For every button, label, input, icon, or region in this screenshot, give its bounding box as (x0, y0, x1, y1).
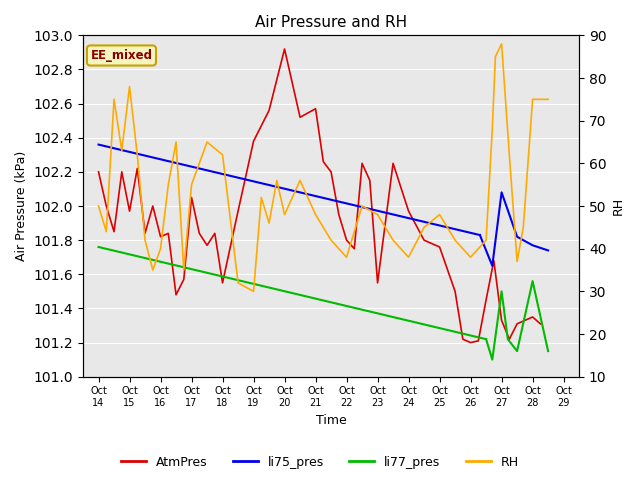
Text: EE_mixed: EE_mixed (90, 49, 152, 62)
Y-axis label: Air Pressure (kPa): Air Pressure (kPa) (15, 151, 28, 261)
Title: Air Pressure and RH: Air Pressure and RH (255, 15, 407, 30)
X-axis label: Time: Time (316, 414, 346, 427)
Y-axis label: RH: RH (612, 197, 625, 215)
Legend: AtmPres, li75_pres, li77_pres, RH: AtmPres, li75_pres, li77_pres, RH (116, 451, 524, 474)
